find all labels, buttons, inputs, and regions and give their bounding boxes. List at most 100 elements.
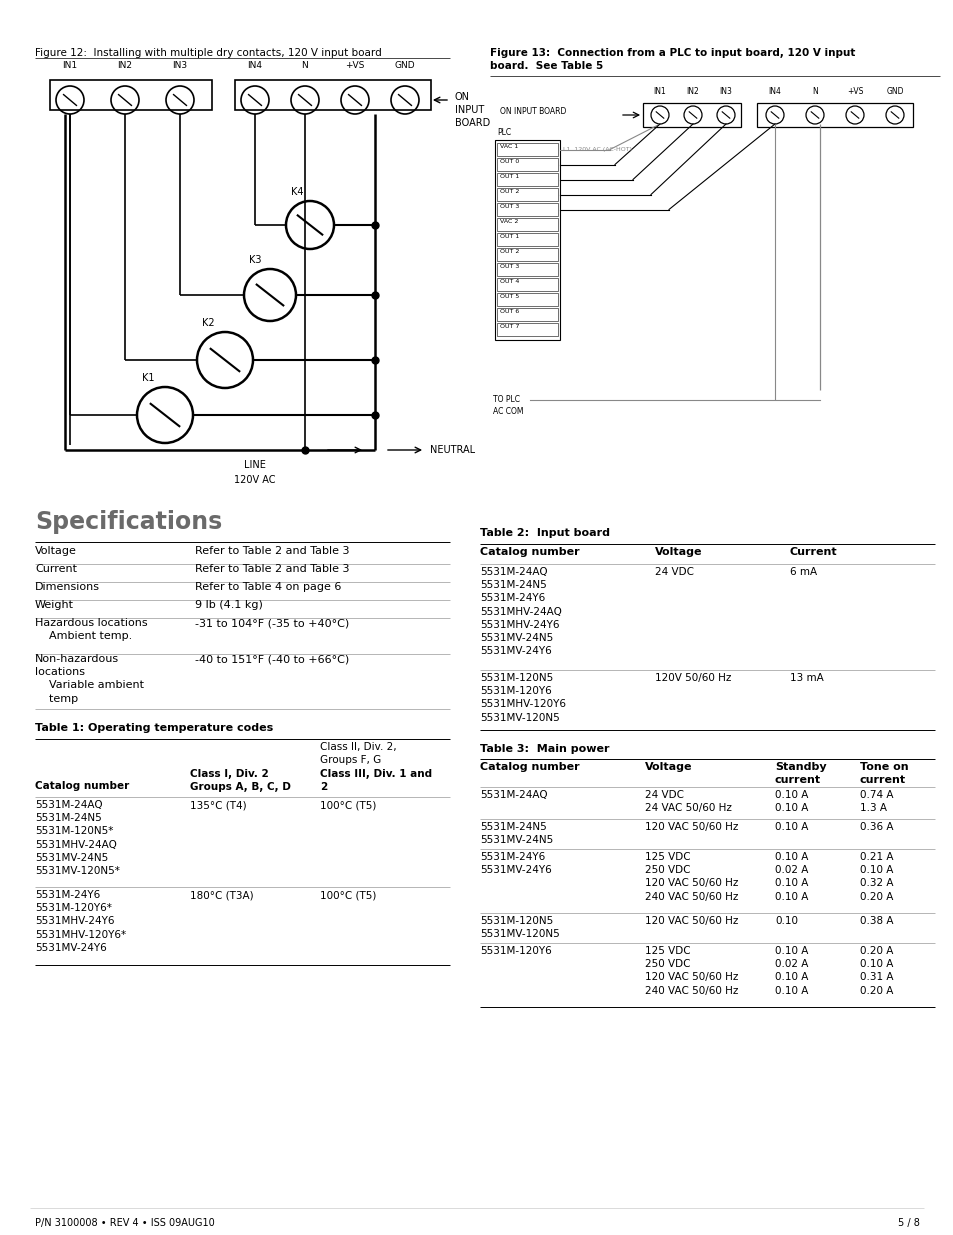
Text: IN1: IN1 — [653, 86, 666, 96]
Bar — [757, 103, 912, 127]
Text: OUT 2: OUT 2 — [499, 249, 518, 254]
Text: Table 3:  Main power: Table 3: Main power — [479, 743, 609, 755]
Bar — [497, 188, 558, 201]
Text: Catalog number: Catalog number — [479, 547, 579, 557]
Text: N: N — [811, 86, 817, 96]
Text: P/N 3100008 • REV 4 • ISS 09AUG10: P/N 3100008 • REV 4 • ISS 09AUG10 — [35, 1218, 214, 1228]
Text: NEUTRAL: NEUTRAL — [430, 445, 475, 454]
Text: 5 / 8: 5 / 8 — [897, 1218, 919, 1228]
Text: 0.36 A: 0.36 A — [859, 823, 893, 832]
Text: OUT 7: OUT 7 — [499, 324, 518, 329]
Text: Catalog number: Catalog number — [479, 762, 579, 772]
Text: 0.74 A
1.3 A: 0.74 A 1.3 A — [859, 790, 893, 813]
Text: Tone on
current: Tone on current — [859, 762, 907, 785]
Text: K4: K4 — [291, 186, 303, 198]
Text: 5531M-24AQ
5531M-24N5
5531M-120N5*
5531MHV-24AQ
5531MV-24N5
5531MV-120N5*: 5531M-24AQ 5531M-24N5 5531M-120N5* 5531M… — [35, 800, 120, 876]
Text: IN3: IN3 — [172, 61, 188, 70]
Text: IN3: IN3 — [719, 86, 732, 96]
Text: OUT 1: OUT 1 — [499, 233, 518, 240]
Text: 0.10 A
0.02 A
0.10 A
0.10 A: 0.10 A 0.02 A 0.10 A 0.10 A — [774, 946, 807, 995]
Text: OUT 6: OUT 6 — [499, 309, 518, 314]
Bar — [497, 248, 558, 261]
Text: 0.21 A
0.10 A
0.32 A
0.20 A: 0.21 A 0.10 A 0.32 A 0.20 A — [859, 852, 893, 902]
Text: -40 to 151°F (-40 to +66°C): -40 to 151°F (-40 to +66°C) — [194, 655, 349, 664]
Text: Refer to Table 2 and Table 3: Refer to Table 2 and Table 3 — [194, 564, 349, 574]
Text: OUT 3: OUT 3 — [499, 264, 518, 269]
Text: 5531M-24AQ
5531M-24N5
5531M-24Y6
5531MHV-24AQ
5531MHV-24Y6
5531MV-24N5
5531MV-24: 5531M-24AQ 5531M-24N5 5531M-24Y6 5531MHV… — [479, 567, 561, 656]
Text: K3: K3 — [249, 254, 261, 266]
Text: IN1: IN1 — [62, 61, 77, 70]
Text: 125 VDC
250 VDC
120 VAC 50/60 Hz
240 VAC 50/60 Hz: 125 VDC 250 VDC 120 VAC 50/60 Hz 240 VAC… — [644, 946, 738, 995]
Text: 120V 50/60 Hz: 120V 50/60 Hz — [655, 673, 731, 683]
Text: Class II, Div. 2,
Groups F, G: Class II, Div. 2, Groups F, G — [319, 742, 396, 766]
Text: 9 lb (4.1 kg): 9 lb (4.1 kg) — [194, 600, 263, 610]
Bar — [497, 308, 558, 321]
Text: Voltage: Voltage — [35, 546, 77, 556]
Text: Refer to Table 2 and Table 3: Refer to Table 2 and Table 3 — [194, 546, 349, 556]
Bar — [642, 103, 740, 127]
Text: Dimensions: Dimensions — [35, 582, 100, 592]
Text: GND: GND — [885, 86, 902, 96]
Text: Current: Current — [35, 564, 77, 574]
Text: Hazardous locations
    Ambient temp.: Hazardous locations Ambient temp. — [35, 618, 148, 641]
Text: OUT 0: OUT 0 — [499, 159, 518, 164]
Text: 125 VDC
250 VDC
120 VAC 50/60 Hz
240 VAC 50/60 Hz: 125 VDC 250 VDC 120 VAC 50/60 Hz 240 VAC… — [644, 852, 738, 902]
Text: IN4: IN4 — [768, 86, 781, 96]
Text: +VS: +VS — [846, 86, 862, 96]
Text: Catalog number: Catalog number — [35, 781, 129, 790]
Text: Class III, Div. 1 and
2: Class III, Div. 1 and 2 — [319, 769, 432, 792]
Text: Weight: Weight — [35, 600, 74, 610]
Text: 135°C (T4): 135°C (T4) — [190, 800, 247, 810]
Text: Specifications: Specifications — [35, 510, 222, 534]
Text: 5531M-24Y6
5531M-120Y6*
5531MHV-24Y6
5531MHV-120Y6*
5531MV-24Y6: 5531M-24Y6 5531M-120Y6* 5531MHV-24Y6 553… — [35, 890, 126, 952]
Text: Figure 12:  Installing with multiple dry contacts, 120 V input board: Figure 12: Installing with multiple dry … — [35, 48, 381, 58]
Text: VAC 2: VAC 2 — [499, 219, 517, 224]
Text: 180°C (T3A): 180°C (T3A) — [190, 890, 253, 900]
Text: Standby
current: Standby current — [774, 762, 825, 785]
Bar — [234, 80, 431, 110]
Text: VAC 1: VAC 1 — [499, 144, 517, 149]
Bar — [50, 80, 212, 110]
Text: OUT 5: OUT 5 — [499, 294, 518, 299]
Text: 0.20 A
0.10 A
0.31 A
0.20 A: 0.20 A 0.10 A 0.31 A 0.20 A — [859, 946, 893, 995]
Bar — [497, 263, 558, 275]
Bar — [497, 219, 558, 231]
Text: 120V AC: 120V AC — [234, 475, 275, 485]
Text: LINE: LINE — [244, 459, 266, 471]
Text: L1  120V AC (AC-HOT): L1 120V AC (AC-HOT) — [562, 147, 631, 152]
Text: +VS: +VS — [345, 61, 364, 70]
Text: Refer to Table 4 on page 6: Refer to Table 4 on page 6 — [194, 582, 341, 592]
Text: TO PLC
AC COM: TO PLC AC COM — [493, 395, 523, 416]
Text: Current: Current — [789, 547, 837, 557]
Text: Figure 13:  Connection from a PLC to input board, 120 V input
board.  See Table : Figure 13: Connection from a PLC to inpu… — [490, 48, 855, 72]
Bar — [497, 324, 558, 336]
Bar — [497, 143, 558, 156]
Bar — [497, 278, 558, 291]
Text: N: N — [301, 61, 308, 70]
Text: 0.38 A: 0.38 A — [859, 916, 893, 926]
Text: 0.10 A
0.10 A: 0.10 A 0.10 A — [774, 790, 807, 813]
Text: ON
INPUT
BOARD: ON INPUT BOARD — [455, 91, 490, 128]
Text: 6 mA: 6 mA — [789, 567, 817, 577]
Text: 24 VDC
24 VAC 50/60 Hz: 24 VDC 24 VAC 50/60 Hz — [644, 790, 731, 813]
Text: IN2: IN2 — [117, 61, 132, 70]
Text: PLC: PLC — [497, 128, 511, 137]
Bar — [497, 158, 558, 170]
Text: 5531M-120N5
5531MV-120N5: 5531M-120N5 5531MV-120N5 — [479, 916, 559, 939]
Text: 120 VAC 50/60 Hz: 120 VAC 50/60 Hz — [644, 916, 738, 926]
Text: 100°C (T5): 100°C (T5) — [319, 800, 376, 810]
Text: 13 mA: 13 mA — [789, 673, 822, 683]
Text: Table 2:  Input board: Table 2: Input board — [479, 529, 609, 538]
Text: 5531M-24AQ: 5531M-24AQ — [479, 790, 547, 800]
Text: OUT 4: OUT 4 — [499, 279, 518, 284]
Text: OUT 1: OUT 1 — [499, 174, 518, 179]
Text: IN2: IN2 — [686, 86, 699, 96]
Text: K1: K1 — [142, 373, 154, 383]
Text: 5531M-120Y6: 5531M-120Y6 — [479, 946, 551, 956]
Text: 0.10 A: 0.10 A — [774, 823, 807, 832]
Text: Voltage: Voltage — [655, 547, 701, 557]
Text: ON INPUT BOARD: ON INPUT BOARD — [499, 107, 566, 116]
Text: 24 VDC: 24 VDC — [655, 567, 693, 577]
Text: 5531M-120N5
5531M-120Y6
5531MHV-120Y6
5531MV-120N5: 5531M-120N5 5531M-120Y6 5531MHV-120Y6 55… — [479, 673, 565, 722]
Text: IN4: IN4 — [247, 61, 262, 70]
